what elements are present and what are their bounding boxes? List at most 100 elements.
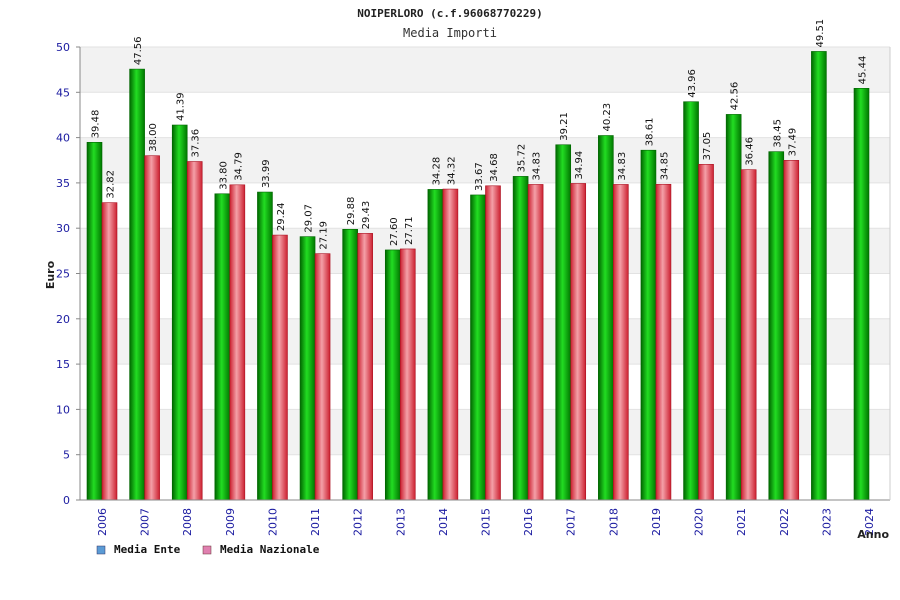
x-tick-label-2021: 2021	[735, 508, 748, 536]
legend-label-media-ente: Media Ente	[114, 543, 181, 556]
data-label-media-nazionale-2011: 27.19	[319, 221, 330, 250]
bar-media-ente-2016	[512, 176, 529, 501]
data-label-media-ente-2015: 33.67	[474, 162, 485, 191]
y-tick-label: 35	[56, 177, 70, 190]
x-tick-label-2008: 2008	[181, 508, 194, 536]
bar-media-ente-2022	[768, 151, 785, 501]
y-axis-title: Euro	[44, 260, 57, 289]
bar-media-ente-2010	[257, 191, 273, 501]
bar-media-nazionale-2013	[399, 248, 416, 501]
x-tick-label-2009: 2009	[224, 508, 237, 536]
data-label-media-nazionale-2018: 34.83	[617, 152, 628, 181]
bar-media-ente-2013	[384, 249, 401, 501]
data-label-media-ente-2011: 29.07	[304, 204, 315, 233]
data-label-media-nazionale-2020: 37.05	[702, 132, 713, 161]
x-tick-label-2006: 2006	[96, 508, 109, 536]
data-label-media-ente-2018: 40.23	[602, 103, 613, 132]
bar-media-ente-2015	[470, 194, 486, 501]
bar-media-nazionale-2020	[698, 164, 714, 501]
x-tick-label-2012: 2012	[352, 508, 365, 536]
x-tick-label-2018: 2018	[607, 508, 620, 536]
chart-subtitle: Media Importi	[403, 26, 497, 40]
bar-media-nazionale-2018	[613, 184, 629, 501]
data-label-media-nazionale-2015: 34.68	[489, 153, 500, 182]
bar-media-nazionale-2006	[101, 202, 118, 501]
x-tick-label-2014: 2014	[437, 508, 450, 536]
legend-swatch-media-nazionale	[202, 545, 212, 555]
data-label-media-ente-2006: 39.48	[91, 110, 102, 139]
y-tick-label: 10	[56, 403, 70, 416]
bar-media-nazionale-2010	[272, 234, 288, 501]
bar-media-nazionale-2017	[570, 183, 587, 501]
y-tick-label: 45	[56, 86, 70, 99]
data-labels: 39.48 32.82 47.56 38.00 41.39 37.36 33.80 34.79…	[91, 19, 869, 250]
data-label-media-nazionale-2014: 34.32	[446, 156, 457, 185]
bar-media-nazionale-2022	[783, 160, 800, 501]
data-label-media-ente-2017: 39.21	[559, 112, 570, 141]
bar-media-ente-2021	[725, 114, 742, 501]
bar-media-ente-2008	[171, 124, 188, 501]
x-axis-ticks: 2006 2007 2008 2009 2010 2011 2012 2013 2014 2015…	[96, 508, 876, 536]
data-label-media-ente-2024: 45.44	[858, 56, 869, 85]
y-tick-label: 20	[56, 313, 70, 326]
data-label-media-ente-2009: 33.80	[218, 161, 229, 190]
data-label-media-ente-2016: 35.72	[517, 144, 528, 173]
legend: Media Ente Media Nazionale	[96, 543, 320, 556]
bar-media-nazionale-2008	[186, 161, 203, 501]
bar-media-nazionale-2012	[357, 233, 373, 501]
data-label-media-nazionale-2008: 37.36	[191, 129, 202, 158]
x-tick-label-2023: 2023	[820, 508, 833, 536]
y-tick-label: 5	[63, 449, 70, 462]
data-label-media-nazionale-2013: 27.71	[404, 216, 415, 245]
bar-media-nazionale-2016	[527, 184, 544, 501]
y-axis-ticks: 0 5 10 15 20 25 30 35 40 45 50	[56, 41, 70, 507]
data-label-media-ente-2019: 38.61	[644, 118, 655, 147]
chart-title: NOIPERLORO (c.f.96068770229)	[357, 7, 542, 20]
bar-media-ente-2017	[555, 144, 572, 501]
bar-media-nazionale-2009	[229, 184, 246, 501]
y-tick-label: 25	[56, 268, 70, 281]
data-label-media-nazionale-2017: 34.94	[574, 151, 585, 180]
y-tick-label: 0	[63, 494, 70, 507]
data-label-media-nazionale-2006: 32.82	[106, 170, 117, 199]
bar-media-ente-2011	[299, 236, 316, 501]
bar-media-ente-2006	[86, 142, 103, 501]
data-label-media-ente-2012: 29.88	[346, 197, 357, 226]
data-label-media-ente-2008: 41.39	[176, 92, 187, 121]
data-label-media-nazionale-2009: 34.79	[233, 152, 244, 181]
y-tick-label: 15	[56, 358, 70, 371]
x-tick-label-2007: 2007	[139, 508, 152, 536]
data-label-media-ente-2020: 43.96	[687, 69, 698, 98]
x-tick-label-2020: 2020	[693, 508, 706, 536]
x-tick-label-2016: 2016	[522, 508, 535, 536]
data-label-media-ente-2007: 47.56	[133, 36, 144, 65]
data-label-media-nazionale-2022: 37.49	[787, 128, 798, 157]
data-label-media-ente-2022: 38.45	[772, 119, 783, 148]
bar-media-ente-2018	[598, 135, 614, 501]
bar-media-nazionale-2007	[144, 155, 160, 501]
x-tick-label-2017: 2017	[565, 508, 578, 536]
grid-band	[80, 47, 890, 93]
data-label-media-ente-2010: 33.99	[261, 159, 272, 188]
data-label-media-ente-2013: 27.60	[389, 217, 400, 246]
bar-media-ente-2019	[640, 149, 657, 501]
y-tick-label: 30	[56, 222, 70, 235]
bar-media-ente-2012	[342, 228, 358, 501]
bar-media-ente-2023	[811, 51, 827, 501]
data-label-media-ente-2023: 49.51	[815, 19, 826, 48]
bar-media-ente-2009	[214, 193, 231, 501]
data-label-media-nazionale-2007: 38.00	[148, 123, 159, 152]
x-tick-label-2013: 2013	[394, 508, 407, 536]
bar-media-nazionale-2019	[655, 183, 672, 501]
bars	[86, 51, 870, 501]
bar-media-ente-2014	[427, 189, 444, 501]
y-tick-label: 40	[56, 132, 70, 145]
data-label-media-nazionale-2012: 29.43	[361, 201, 372, 230]
legend-swatch-media-ente	[96, 545, 106, 555]
data-label-media-nazionale-2010: 29.24	[276, 202, 287, 231]
bar-media-nazionale-2011	[314, 253, 331, 501]
data-label-media-nazionale-2016: 34.83	[532, 152, 543, 181]
x-tick-label-2011: 2011	[309, 508, 322, 536]
bar-media-nazionale-2021	[740, 169, 757, 501]
